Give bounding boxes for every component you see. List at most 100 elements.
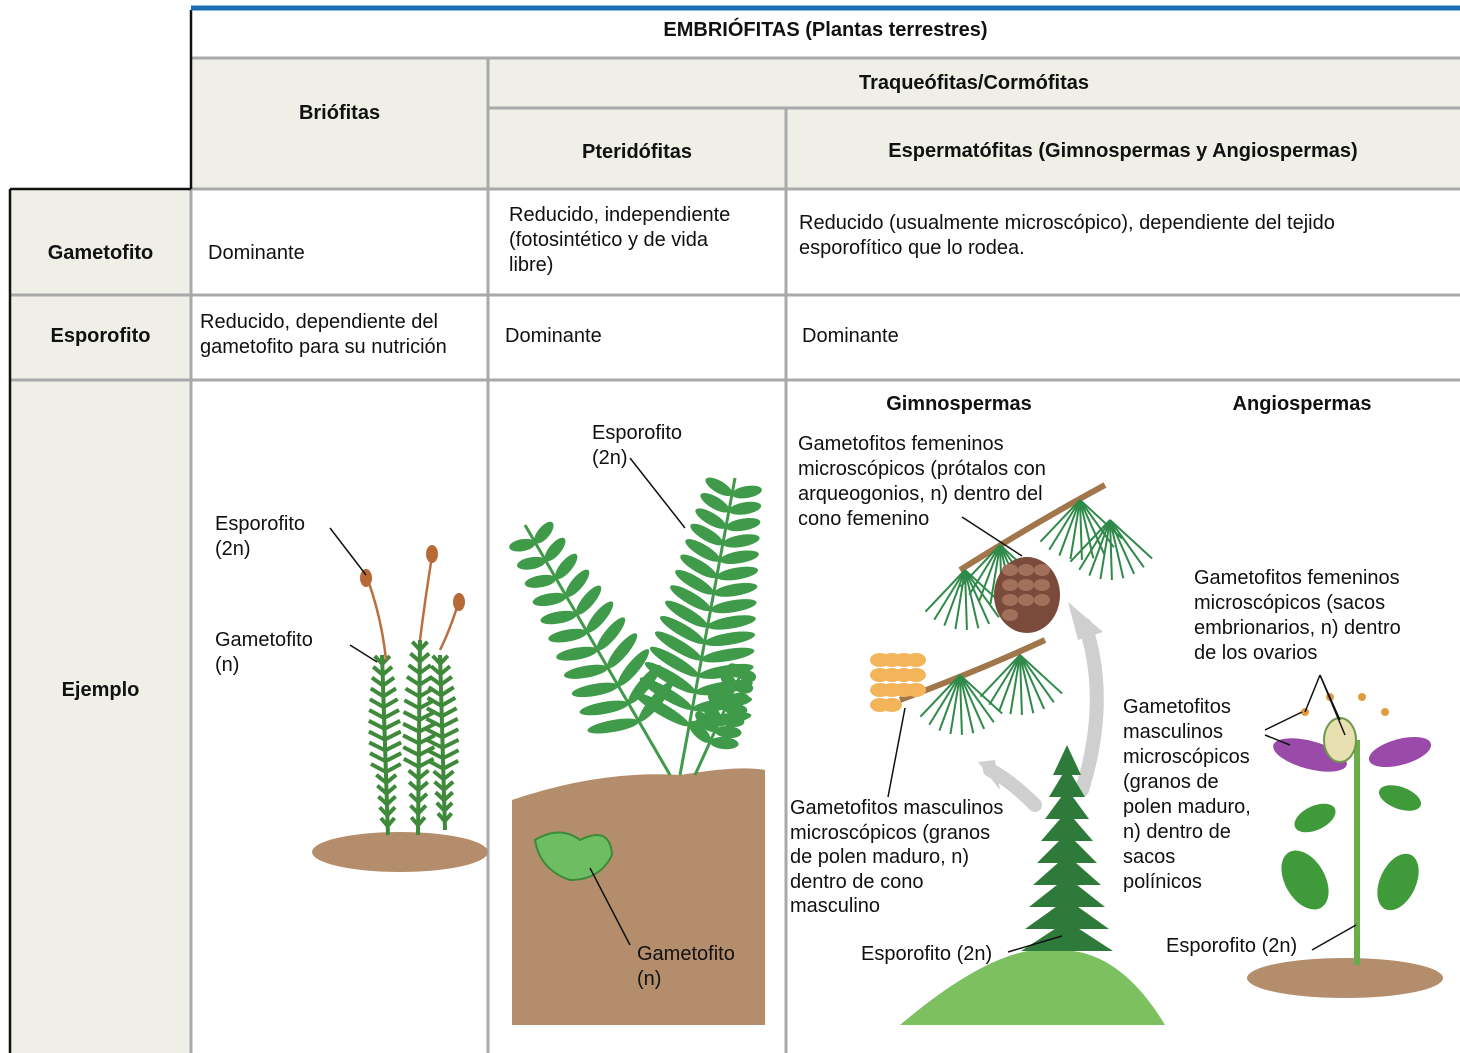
column-header: Pteridófitas — [488, 140, 786, 165]
decor — [524, 573, 557, 590]
decor — [571, 680, 620, 700]
decor — [427, 750, 443, 758]
title: EMBRIÓFITAS (Plantas terrestres) — [191, 18, 1460, 43]
decor — [715, 725, 742, 739]
row-header: Ejemplo — [10, 678, 191, 703]
decor — [1018, 564, 1034, 576]
cell: Reducido (usualmente microscópico), depe… — [799, 211, 1335, 261]
decor — [1110, 520, 1152, 559]
decor — [404, 712, 420, 720]
cell: Reducido, dependiente del gametofito par… — [200, 310, 447, 360]
decor — [427, 740, 443, 748]
decor — [441, 698, 455, 706]
decor — [1034, 564, 1050, 576]
label: Gametofitos femeninos microscópicos (pró… — [798, 432, 1046, 532]
label: Gametofitos masculinos microscópicos (gr… — [790, 796, 1003, 919]
decor — [722, 532, 761, 550]
decor — [703, 629, 756, 649]
moss-illustration — [312, 545, 488, 872]
decor — [719, 548, 760, 566]
decor — [700, 645, 755, 666]
decor — [579, 698, 630, 719]
decor — [1002, 609, 1018, 621]
decor — [384, 699, 398, 707]
decor — [1002, 594, 1018, 606]
decor — [369, 721, 385, 729]
decor — [369, 742, 385, 750]
subtitle: Gimnospermas — [859, 392, 1059, 417]
decor — [371, 764, 386, 772]
cell: Dominante — [802, 324, 899, 349]
decor — [403, 747, 419, 755]
decor — [1002, 564, 1018, 576]
decor — [731, 484, 763, 501]
column-header: Briófitas — [191, 101, 488, 126]
decor — [728, 500, 762, 517]
decor — [710, 736, 740, 750]
decor — [1002, 579, 1018, 591]
decor — [403, 735, 419, 743]
decor — [404, 759, 419, 767]
row-header: Esporofito — [10, 324, 191, 349]
decor — [882, 698, 902, 712]
decor — [369, 732, 385, 740]
label: Gametofitos masculinos microscópicos (gr… — [1123, 695, 1251, 895]
decor — [710, 596, 758, 616]
cell: Dominante — [505, 324, 602, 349]
decor — [1018, 594, 1034, 606]
decor — [442, 729, 458, 737]
label: Gametofito (n) — [637, 942, 735, 992]
label: Gametofito (n) — [215, 628, 313, 678]
decor — [404, 700, 419, 708]
decor — [906, 683, 926, 697]
decor — [1034, 579, 1050, 591]
decor — [403, 724, 419, 732]
decor — [555, 644, 598, 663]
label: Esporofito (2n) — [592, 421, 682, 471]
decor — [384, 710, 399, 718]
decor — [369, 710, 384, 718]
label: Esporofito (2n) — [215, 512, 305, 562]
decor — [716, 564, 759, 583]
decor — [725, 516, 762, 534]
row-header: Gametofito — [10, 241, 191, 266]
label: Esporofito (2n) — [1166, 934, 1297, 959]
decor — [563, 662, 609, 682]
page: EMBRIÓFITAS (Plantas terrestres) Traqueó… — [0, 0, 1460, 1053]
decor — [1018, 579, 1034, 591]
decor — [1020, 655, 1062, 694]
column-header: Espermatófitas (Gimnospermas y Angiosper… — [786, 139, 1460, 164]
decor — [442, 708, 457, 716]
decor — [385, 742, 401, 750]
decor — [386, 753, 402, 761]
row-header-fill — [10, 189, 191, 1053]
decor — [906, 653, 926, 667]
cell: Reducido, independiente (fotosintético y… — [509, 203, 730, 278]
decor — [586, 716, 640, 737]
decor — [406, 689, 420, 697]
decor — [418, 640, 420, 835]
decor — [443, 761, 458, 769]
decor — [707, 612, 757, 632]
group-header: Traqueófitas/Cormófitas — [488, 71, 1460, 96]
decor — [539, 608, 577, 626]
decor — [713, 580, 759, 599]
decor — [383, 688, 396, 696]
decor — [428, 761, 443, 769]
decor — [443, 740, 459, 748]
decor — [384, 721, 400, 729]
label: Gametofitos femeninos microscópicos (sac… — [1194, 566, 1401, 666]
decor — [385, 732, 401, 740]
subtitle: Angiospermas — [1202, 392, 1402, 417]
label: Esporofito (2n) — [861, 942, 992, 967]
decor — [532, 591, 568, 609]
decor — [386, 764, 401, 772]
decor — [370, 753, 386, 761]
decor — [442, 719, 458, 727]
decor — [1034, 594, 1050, 606]
decor — [906, 668, 926, 682]
decor — [443, 750, 459, 758]
decor — [441, 687, 454, 695]
decor — [547, 626, 588, 645]
cell: Dominante — [208, 241, 305, 266]
